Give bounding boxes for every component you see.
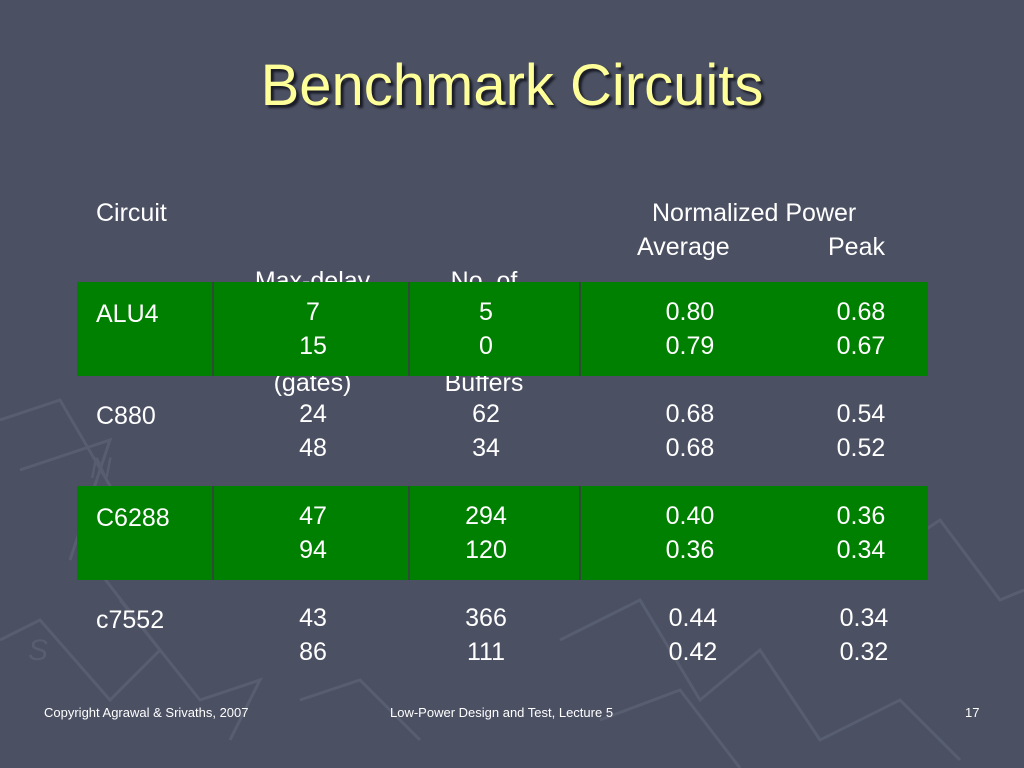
table-row [77, 282, 928, 376]
average-value: 0.68 [665, 400, 715, 428]
cell-divider [212, 486, 214, 580]
buffers-value: 62 [472, 400, 500, 428]
average-value: 0.68 [665, 434, 715, 462]
header-circuit: Circuit [96, 199, 167, 227]
buffers-value: 366 [465, 604, 507, 632]
peak-value: 0.52 [836, 434, 886, 462]
buffers-value: 34 [472, 434, 500, 462]
footer-course: Low-Power Design and Test, Lecture 5 [390, 705, 614, 720]
peak-value: 0.34 [836, 536, 886, 564]
header-average: Average [637, 233, 730, 261]
cell-divider [408, 486, 410, 580]
delay-value: 7 [306, 298, 320, 326]
circuit-name: C880 [96, 402, 156, 430]
cell-divider [212, 282, 214, 376]
delay-value: 24 [299, 400, 327, 428]
average-value: 0.40 [665, 502, 715, 530]
peak-value: 0.36 [836, 502, 886, 530]
buffers-value: 0 [479, 332, 493, 360]
circuit-name: C6288 [96, 504, 170, 532]
circuit-name: c7552 [96, 606, 165, 634]
average-value: 0.42 [668, 638, 718, 666]
average-value: 0.80 [665, 298, 715, 326]
peak-value: 0.67 [836, 332, 886, 360]
cell-divider [579, 486, 581, 580]
delay-value: 94 [299, 536, 327, 564]
buffers-value: 111 [466, 638, 505, 666]
average-value: 0.44 [668, 604, 718, 632]
table-row [77, 486, 928, 580]
delay-value: 15 [299, 332, 327, 360]
footer-copyright: Copyright Agrawal & Srivaths, 2007 [44, 705, 249, 720]
buffers-value: 5 [479, 298, 493, 326]
slide-title: Benchmark Circuits [260, 53, 764, 118]
peak-value: 0.34 [839, 604, 889, 632]
buffers-value: 120 [465, 536, 507, 564]
peak-value: 0.32 [839, 638, 889, 666]
delay-value: 43 [299, 604, 327, 632]
svg-text:N: N [90, 452, 112, 485]
average-value: 0.79 [665, 332, 715, 360]
footer-page-number: 17 [965, 705, 980, 720]
average-value: 0.36 [665, 536, 715, 564]
cell-divider [579, 282, 581, 376]
delay-value: 47 [299, 502, 327, 530]
delay-value: 48 [299, 434, 327, 462]
peak-value: 0.68 [836, 298, 886, 326]
delay-value: 86 [299, 638, 327, 666]
header-peak: Peak [828, 233, 885, 261]
circuit-name: ALU4 [96, 300, 159, 328]
header-normalized-power: Normalized Power [652, 199, 857, 227]
buffers-value: 294 [465, 502, 507, 530]
svg-text:S: S [28, 634, 48, 667]
peak-value: 0.54 [836, 400, 886, 428]
cell-divider [408, 282, 410, 376]
